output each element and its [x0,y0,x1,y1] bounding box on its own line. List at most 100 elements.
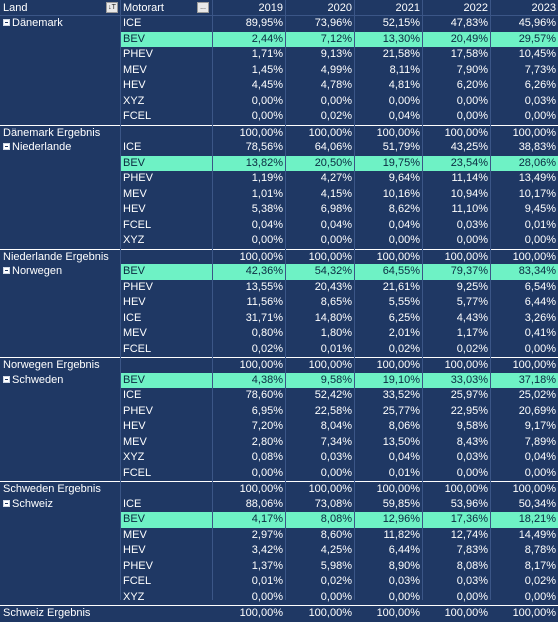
value-cell: 0,03% [456,575,488,587]
value-cell: 2,97% [251,528,283,541]
value-cell: 4,81% [388,79,420,91]
value-cell: 13,50% [382,435,420,448]
value-cell: 11,14% [451,172,489,184]
value-cell: 45,96% [518,17,556,29]
land-cell-empty [0,512,120,528]
ellipsis-icon[interactable]: ... [197,2,209,13]
value-cell: 3,42% [251,544,283,556]
table-row: Dänemark ICE 89,95% 73,96% 52,15% 47,83% 45,96… [0,16,558,32]
value-cell: 11,10% [451,203,489,215]
value-cell: 51,79% [382,141,420,153]
table-row: Schweden BEV 4,38% 9,58% 19,10% 33,03% 37,18% [0,372,558,388]
table-row: ICE 31,71% 14,80% 6,25% 4,43% 3,26% [0,311,558,327]
value-cell: 28,06% [490,155,558,171]
collapse-minus-icon[interactable] [3,499,10,507]
table-row: MEV 1,45% 4,99% 8,11% 7,90% 7,73% [0,63,558,79]
land-label: Schweiz [12,497,53,510]
value-cell: 0,00% [456,110,488,122]
value-cell: 13,30% [354,31,422,47]
value-cell: 0,00% [524,110,556,122]
motorart-cell: ICE [123,141,142,153]
value-cell: 0,02% [320,575,352,587]
value-cell: 0,04% [320,218,352,231]
value-cell: 13,82% [212,155,285,171]
value-cell: 0,00% [320,590,352,603]
table-row: FCEL 0,00% 0,02% 0,04% 0,00% 0,00% [0,109,558,125]
pivot-body: Dänemark ICE 89,95% 73,96% 52,15% 47,83% 45,96… [0,16,558,621]
value-cell: 0,02% [524,575,556,587]
value-cell: 0,00% [388,94,420,107]
total-value-cell: 100,00% [239,483,283,495]
grid-line [285,0,286,600]
value-cell: 0,00% [320,234,352,246]
value-cell: 4,45% [251,79,283,91]
value-cell: 4,99% [320,63,352,76]
land-cell-empty [0,280,120,296]
table-row: PHEV 1,19% 4,27% 9,64% 11,14% 13,49% [0,171,558,187]
grid-line [490,0,491,600]
value-cell: 0,01% [320,342,352,355]
land-cell-empty [0,466,120,482]
value-cell: 20,49% [422,31,490,47]
motorart-cell: XYZ [123,94,145,107]
land-cell-empty [0,311,120,327]
table-row: ICE 78,60% 52,42% 33,52% 25,97% 25,02% [0,388,558,404]
land-cell: Dänemark [0,16,120,32]
value-cell: 7,83% [456,544,488,556]
value-cell: 8,04% [320,420,352,432]
value-cell: 31,71% [245,311,283,324]
value-cell: 23,54% [422,155,490,171]
land-cell-empty [0,187,120,203]
total-value-cell: 100,00% [239,250,283,263]
value-cell: 0,00% [251,590,283,603]
value-cell: 0,02% [251,342,283,355]
motorart-cell: XYZ [123,590,145,603]
motorart-cell: HEV [123,79,146,91]
value-cell: 0,00% [251,234,283,246]
value-cell: 17,58% [450,48,488,60]
value-cell: 0,00% [388,590,420,603]
value-cell: 5,77% [456,296,488,308]
total-value-cell: 100,00% [376,359,420,371]
land-cell-empty [0,109,120,125]
land-cell-empty [0,156,120,172]
collapse-minus-icon[interactable] [3,267,10,274]
value-cell: 1,01% [251,187,283,200]
value-cell: 9,45% [524,203,556,215]
total-value-cell: 100,00% [376,483,420,495]
value-cell: 4,25% [320,544,352,556]
value-cell: 4,15% [320,187,352,200]
table-row: BEV 13,82% 20,50% 19,75% 23,54% 28,06% [0,155,558,172]
value-cell: 6,95% [251,404,283,417]
value-cell: 0,03% [320,451,352,463]
sort-filter-icon[interactable]: ↓T [106,2,118,13]
value-cell: 64,06% [314,141,352,153]
total-value-cell: 100,00% [239,607,283,619]
value-cell: 0,00% [251,110,283,122]
value-cell: 0,04% [524,451,556,463]
collapse-minus-icon[interactable] [3,19,10,26]
value-cell: 50,34% [518,497,556,510]
land-cell-empty [0,326,120,342]
total-row: Norwegen Ergebnis 100,00% 100,00% 100,00% 10… [0,357,558,373]
collapse-minus-icon[interactable] [3,375,10,383]
header-divider [0,15,558,16]
value-cell: 8,62% [388,203,420,215]
value-cell: 6,54% [524,280,556,293]
value-cell: 8,78% [524,544,556,556]
motorart-cell: FCEL [123,342,152,355]
value-cell: 12,74% [450,528,488,541]
value-cell: 1,37% [251,559,283,572]
collapse-minus-icon[interactable] [3,143,10,150]
value-cell: 8,90% [388,559,420,572]
value-cell: 2,01% [388,327,420,339]
value-cell: 10,16% [382,187,420,200]
value-cell: 1,71% [251,48,283,60]
value-cell: 8,08% [456,559,488,572]
value-cell: 25,02% [518,389,556,401]
value-cell: 7,12% [285,31,354,47]
land-label: Norwegen [12,265,63,277]
value-cell: 4,78% [320,79,352,91]
value-cell: 9,13% [320,48,352,60]
motorart-cell: MEV [123,528,147,541]
